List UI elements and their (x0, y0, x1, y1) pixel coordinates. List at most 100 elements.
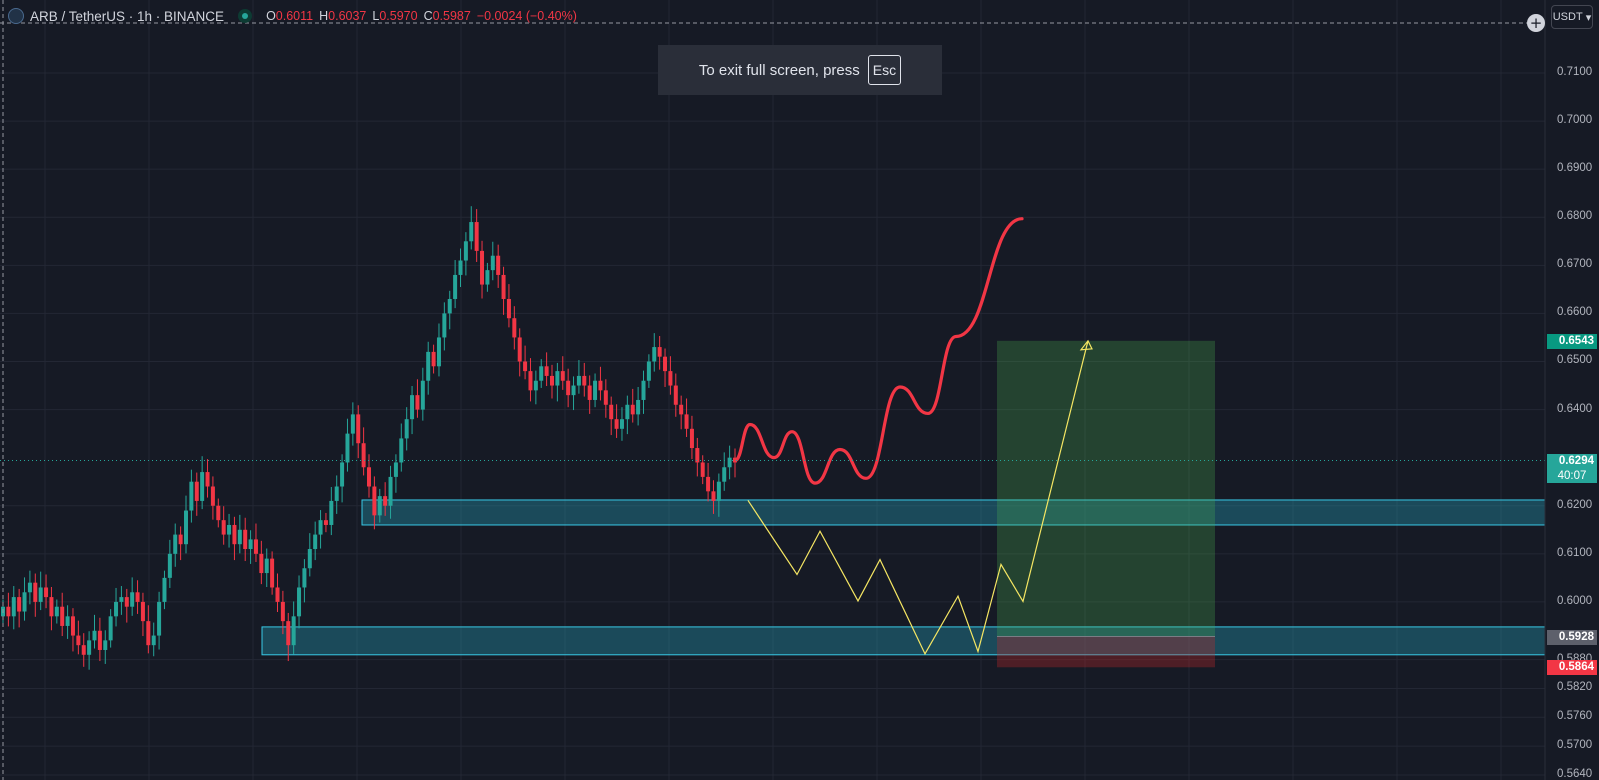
symbol-title[interactable]: ARB / TetherUS · 1h · BINANCE (30, 8, 225, 24)
candle (216, 498, 221, 528)
candle (22, 577, 27, 621)
candle (485, 262, 490, 292)
price-label: 0.5864 (1547, 660, 1597, 676)
candle (517, 328, 522, 377)
candle-body (474, 222, 479, 251)
candle (496, 244, 501, 288)
candle (550, 364, 554, 399)
candle-body (700, 462, 705, 477)
candle (361, 427, 366, 476)
candle-body (410, 395, 415, 420)
candle (302, 559, 307, 603)
candle (237, 514, 242, 554)
candle (404, 407, 409, 451)
candle-body (367, 467, 371, 487)
candle-body (286, 621, 291, 646)
candle (97, 617, 102, 662)
candle-body (243, 529, 248, 550)
candle (318, 510, 323, 549)
candle-body (350, 414, 355, 434)
y-tick-label: 0.7000 (1557, 114, 1593, 127)
y-tick-label: 0.6900 (1557, 162, 1593, 175)
candle-body (636, 399, 641, 415)
candle-body (544, 366, 549, 376)
candle-body (571, 385, 576, 396)
candle-body (555, 371, 560, 386)
candle-body (280, 601, 285, 622)
y-tick-label: 0.5820 (1557, 681, 1593, 694)
candle-body (6, 606, 11, 617)
candle (135, 580, 140, 614)
candle (609, 396, 614, 436)
candle (286, 612, 291, 662)
candle (345, 418, 350, 472)
candle-body (566, 380, 571, 396)
candle (140, 592, 145, 637)
candle (625, 395, 630, 435)
candle-body (393, 462, 398, 477)
candle-body (463, 241, 468, 261)
candle-body (663, 356, 668, 372)
candle (679, 395, 684, 430)
candle-body (194, 481, 199, 501)
candle (124, 588, 129, 623)
candle (291, 601, 296, 655)
candle-body (49, 597, 54, 617)
candle (668, 356, 673, 395)
reference-lines (0, 0, 1547, 780)
candle (194, 472, 199, 516)
candle-body (87, 640, 92, 655)
candle-body (302, 568, 307, 588)
candle (641, 370, 646, 414)
add-plus-icon[interactable]: + (1527, 14, 1545, 32)
candle (463, 232, 468, 276)
candle (232, 516, 237, 561)
target-area (997, 340, 1215, 637)
candle-body (512, 318, 517, 338)
candle-body (81, 645, 86, 655)
candle-body (205, 472, 210, 487)
candle (555, 362, 560, 402)
candle-body (523, 361, 528, 372)
candle (377, 488, 382, 523)
candle (6, 592, 11, 627)
candle-body (436, 337, 441, 367)
candle-body (76, 635, 81, 646)
candle (447, 290, 452, 330)
candle-body (27, 582, 32, 593)
candle-body (539, 366, 544, 381)
arbitrum-logo-icon (8, 8, 24, 24)
candle (695, 437, 700, 477)
candle-body (221, 520, 226, 535)
candle (673, 373, 678, 417)
candle-body (318, 520, 323, 535)
candle-body (490, 255, 495, 271)
candle-body (431, 351, 436, 367)
candle (280, 590, 285, 635)
candle (442, 302, 447, 351)
candle (539, 359, 544, 388)
candle-body (383, 496, 388, 506)
candle-body (609, 404, 614, 420)
candle (560, 356, 565, 390)
toast-text: To exit full screen, press (698, 61, 860, 79)
candle (415, 379, 420, 418)
candle-body (415, 395, 420, 410)
candle (533, 370, 538, 405)
candle (189, 469, 194, 523)
candle (200, 456, 205, 510)
ohlc-high: H0.6037 (319, 9, 367, 23)
candle (706, 462, 711, 502)
candle (689, 415, 694, 460)
candle-body (97, 630, 102, 650)
candle (458, 248, 463, 287)
candle-body (404, 419, 409, 439)
currency-button[interactable]: USDT ▾ (1551, 5, 1593, 29)
candle (297, 575, 302, 629)
candle-body (216, 505, 221, 521)
candle-body (361, 443, 366, 468)
candle-body (275, 587, 280, 602)
candle (103, 630, 108, 664)
candle-body (560, 371, 565, 381)
